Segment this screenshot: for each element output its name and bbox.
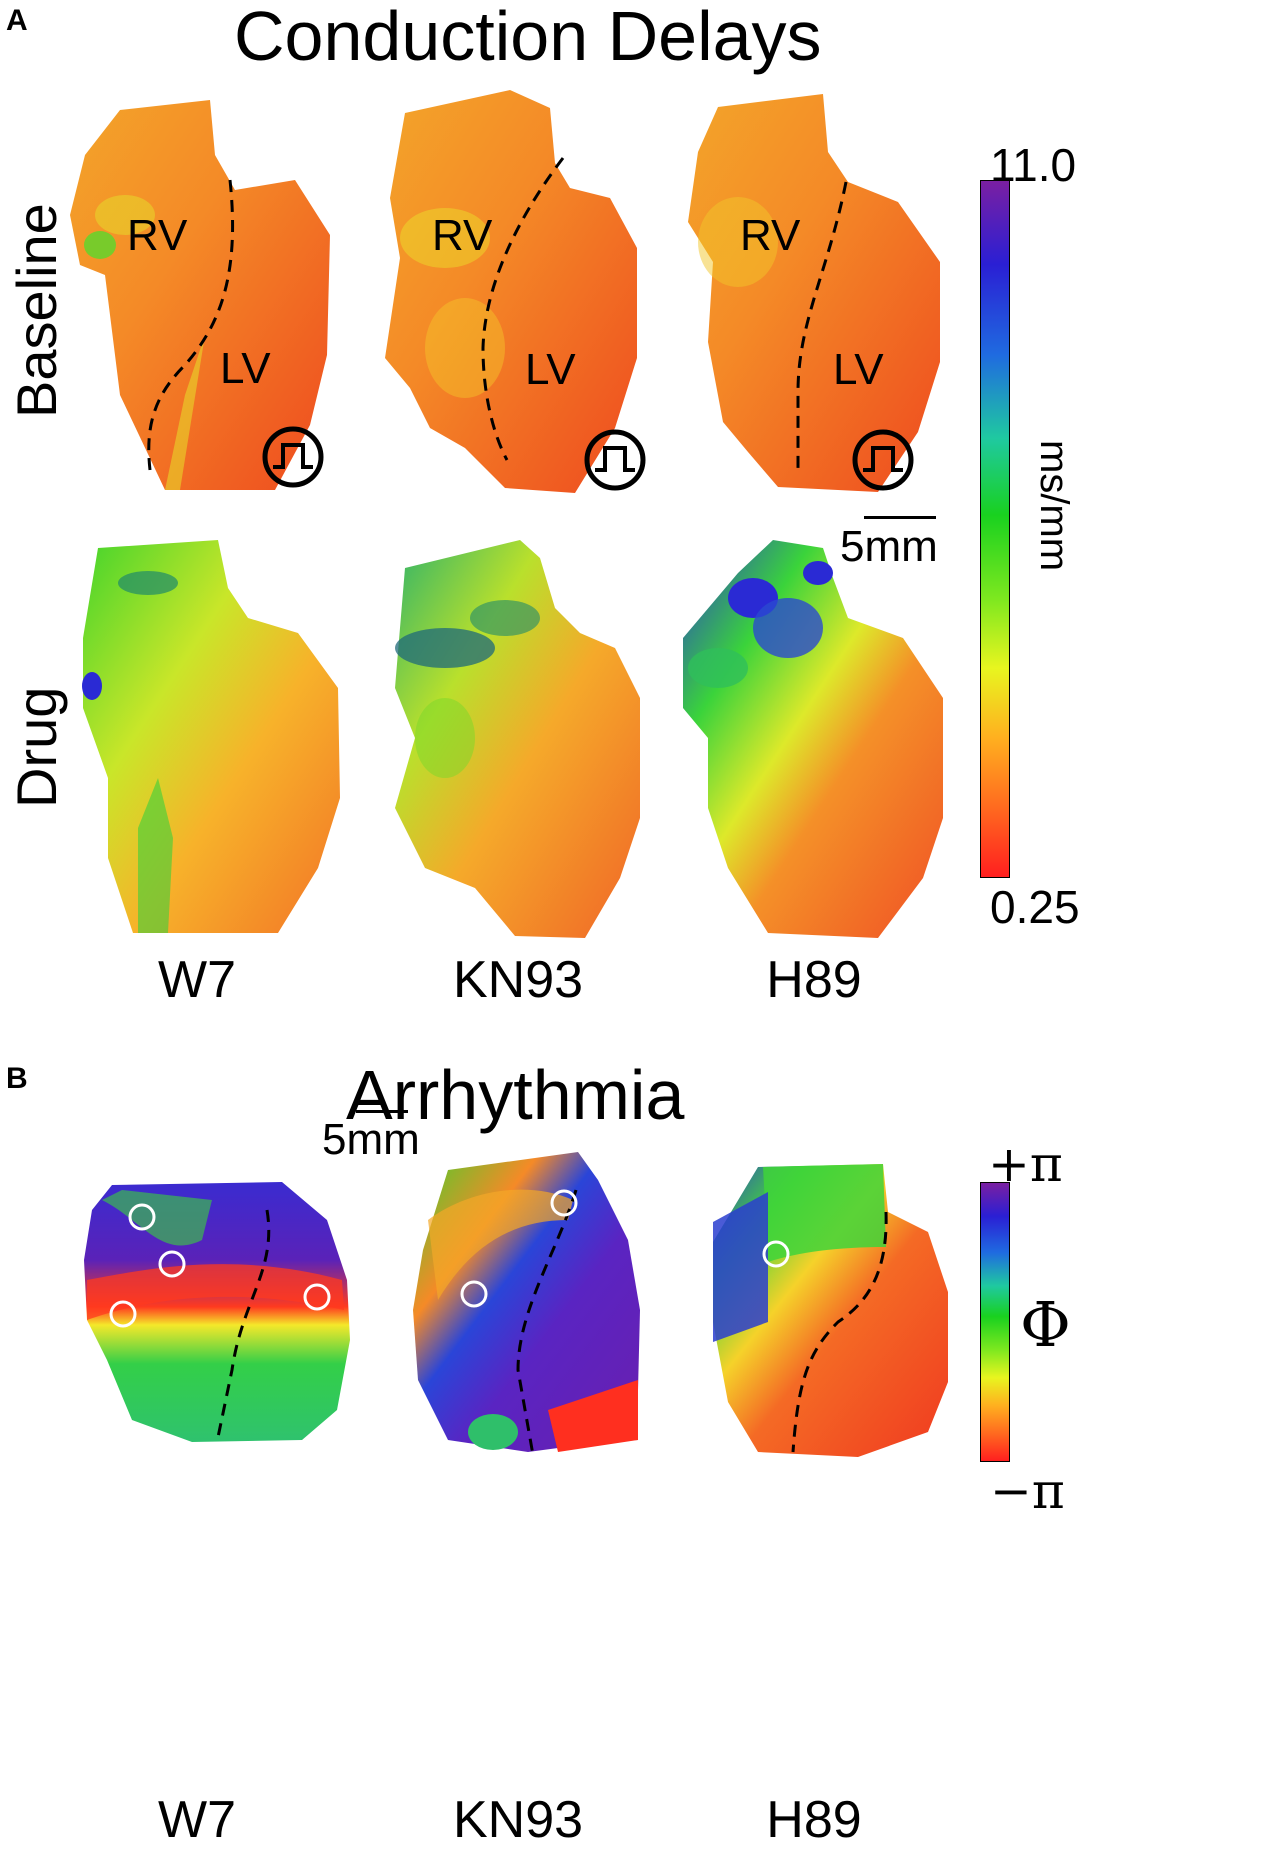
label-rv-w7: RV bbox=[127, 211, 188, 260]
baseline-map-w7: RV LV bbox=[70, 100, 330, 490]
phase-singularity-marker bbox=[460, 1280, 488, 1308]
colorbar-a bbox=[980, 180, 1010, 878]
arrhythmia-map-w7 bbox=[84, 1182, 350, 1443]
phase-singularity-marker bbox=[762, 1240, 790, 1268]
panel-b-letter: B bbox=[6, 1062, 28, 1095]
panel-a-title: Conduction Delays bbox=[234, 0, 822, 75]
colorbar-a-unit: ms/mm bbox=[1032, 440, 1076, 572]
scale-bar-b-label: 5mm bbox=[322, 1115, 420, 1164]
phase-singularity-marker bbox=[109, 1300, 137, 1328]
colorbar-b-min-label: −π bbox=[990, 1462, 1065, 1520]
label-rv-h89: RV bbox=[740, 211, 801, 260]
pacing-stimulus-icon bbox=[852, 429, 914, 491]
label-lv-h89: LV bbox=[833, 345, 884, 394]
label-lv-kn93: LV bbox=[525, 345, 576, 394]
drug-map-h89 bbox=[683, 540, 943, 938]
column-label-a-kn93: KN93 bbox=[452, 951, 584, 1009]
pacing-stimulus-icon bbox=[262, 426, 324, 488]
colorbar-a-min-label: 0.25 bbox=[990, 881, 1080, 933]
panel-b-title: Arrhythmia bbox=[346, 1056, 685, 1134]
scale-bar-a-label: 5mm bbox=[840, 522, 938, 571]
column-label-b-kn93: KN93 bbox=[452, 1791, 584, 1849]
baseline-map-kn93: RV LV bbox=[385, 90, 646, 493]
scale-bar-a-line bbox=[864, 516, 936, 519]
colorbar-b-unit: Φ bbox=[1020, 1288, 1071, 1361]
column-label-a-w7: W7 bbox=[158, 951, 236, 1009]
row-label-drug: Drug bbox=[5, 686, 68, 808]
row-label-baseline: Baseline bbox=[5, 203, 68, 418]
scale-bar-b-line bbox=[356, 1110, 408, 1113]
drug-map-kn93 bbox=[395, 540, 640, 938]
phase-singularity-marker bbox=[550, 1189, 578, 1217]
colorbar-b bbox=[980, 1182, 1010, 1462]
column-label-a-h89: H89 bbox=[766, 951, 862, 1009]
drug-map-w7 bbox=[82, 540, 340, 933]
arrhythmia-map-kn93 bbox=[413, 1152, 640, 1456]
panel-a-letter: A bbox=[6, 4, 28, 37]
column-label-b-w7: W7 bbox=[158, 1791, 236, 1849]
phase-singularity-marker bbox=[158, 1250, 186, 1278]
label-lv-w7: LV bbox=[220, 344, 271, 393]
phase-singularity-marker bbox=[128, 1203, 156, 1231]
phase-singularity-marker bbox=[303, 1283, 331, 1311]
baseline-map-h89: RV LV bbox=[688, 94, 940, 492]
column-label-b-h89: H89 bbox=[766, 1791, 862, 1849]
label-rv-kn93: RV bbox=[432, 211, 493, 260]
pacing-stimulus-icon bbox=[584, 429, 646, 491]
arrhythmia-map-h89 bbox=[713, 1164, 948, 1457]
